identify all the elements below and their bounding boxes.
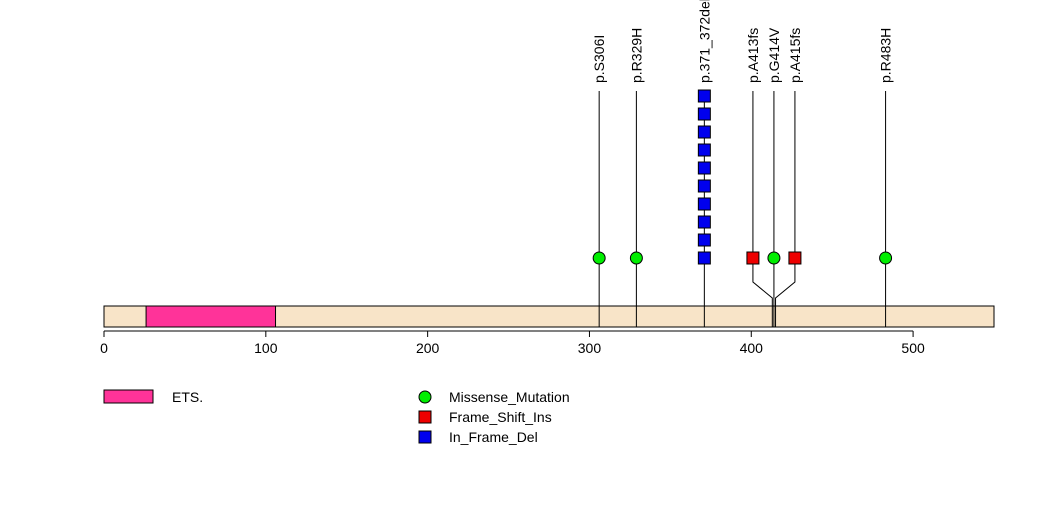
mutation-label: p.A413fs — [745, 28, 761, 83]
x-tick-label: 400 — [740, 340, 764, 356]
x-tick-label: 300 — [578, 340, 602, 356]
legend-domain-swatch — [103, 389, 154, 404]
mutation-marker — [697, 233, 711, 247]
legend-marker — [418, 430, 432, 444]
legend-mutation-label: Frame_Shift_Ins — [449, 409, 552, 425]
mutation-marker — [697, 125, 711, 139]
x-tick-label: 100 — [254, 340, 278, 356]
legend-domain-label: ETS. — [172, 389, 203, 405]
mutation-label: p.G414V — [766, 27, 782, 83]
mutation-label: p.S306I — [591, 35, 607, 83]
x-axis: 0 100 200 300 400 500 — [100, 330, 925, 356]
x-tick-label: 500 — [901, 340, 925, 356]
legend-marker — [418, 390, 432, 404]
mutation-label: p.371_372del — [696, 0, 712, 83]
mutation-marker — [697, 251, 711, 265]
mutation-marker — [767, 251, 781, 265]
legend-mutation-label: Missense_Mutation — [449, 389, 570, 405]
domain-ets — [145, 305, 277, 328]
mutation-marker — [697, 89, 711, 103]
mutation-stem — [775, 91, 796, 327]
mutation-marker — [697, 143, 711, 157]
mutation-marker — [697, 179, 711, 193]
mutation-label: p.R329H — [628, 28, 644, 83]
stems-layer — [598, 91, 887, 327]
mutation-marker — [697, 197, 711, 211]
markers-layer — [592, 89, 893, 265]
legend-mutation-label: In_Frame_Del — [449, 429, 538, 445]
mutation-marker — [879, 251, 893, 265]
mutation-stem — [752, 91, 773, 327]
mutation-marker — [697, 215, 711, 229]
legend: ETS. Missense_Mutation Frame_Shift_Ins In_F… — [103, 389, 570, 445]
x-tick-label: 200 — [416, 340, 440, 356]
mutation-marker — [697, 107, 711, 121]
mutation-labels-layer: p.S306I p.R329H p.371_372del p.A413fs p.G414… — [591, 0, 893, 83]
legend-marker — [418, 410, 432, 424]
protein-bar — [103, 305, 995, 328]
mutation-marker — [746, 251, 760, 265]
mutation-label: p.A415fs — [787, 28, 803, 83]
mutation-label: p.R483H — [878, 28, 894, 83]
mutation-marker — [788, 251, 802, 265]
mutation-marker — [697, 161, 711, 175]
mutation-marker — [629, 251, 643, 265]
mutation-marker — [592, 251, 606, 265]
protein-layer — [103, 305, 995, 328]
x-tick-label: 0 — [100, 340, 108, 356]
